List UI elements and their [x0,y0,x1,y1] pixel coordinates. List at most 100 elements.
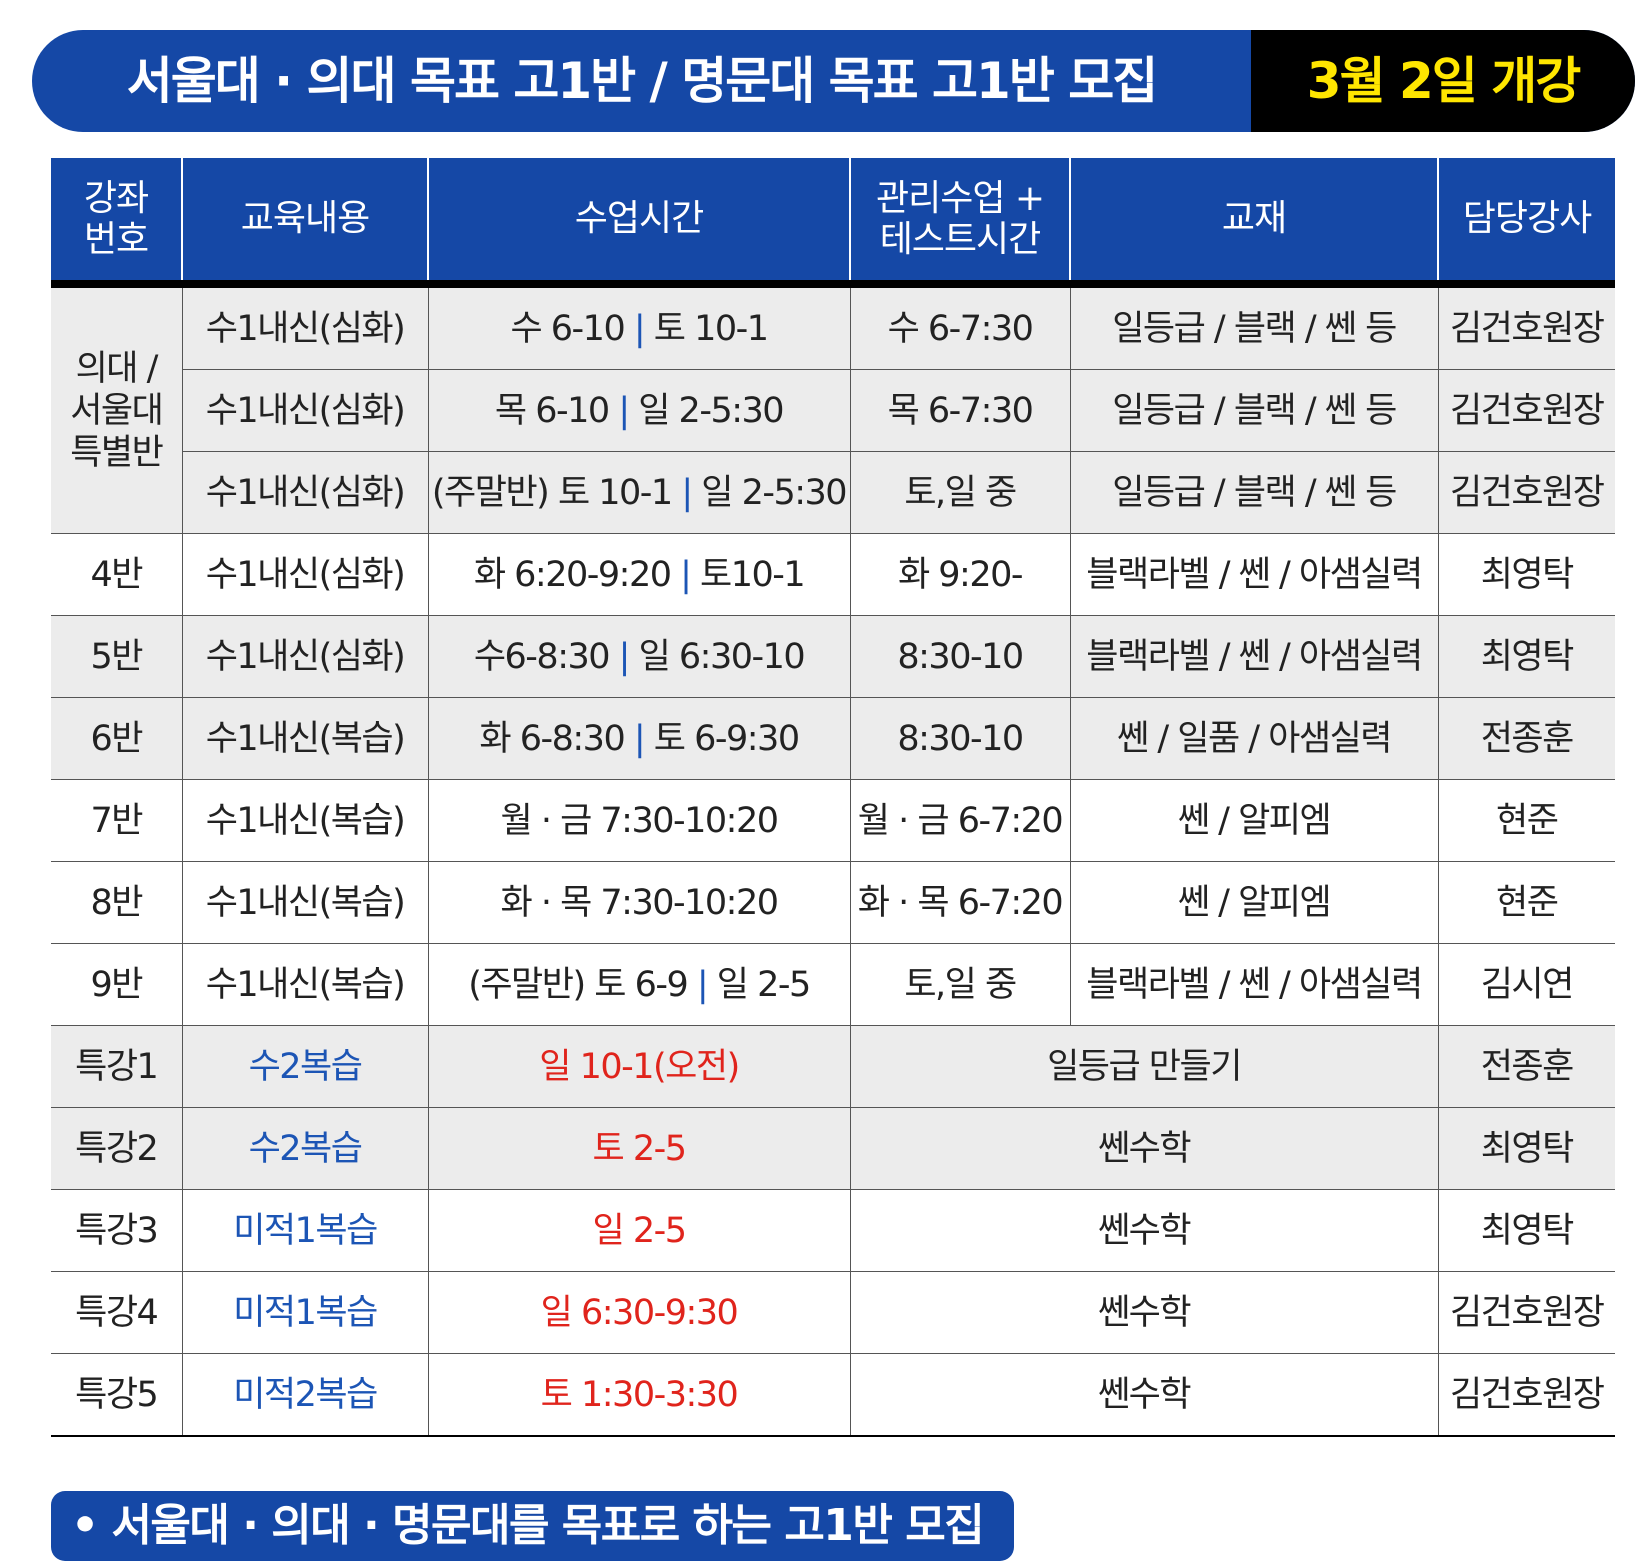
class-number: 7반 [51,779,182,862]
teacher: 김건호원장 [1437,451,1615,534]
teacher: 김건호원장 [1437,1271,1615,1354]
banner: 서울대 · 의대 목표 고1반 / 명문대 목표 고1반 모집 3월 2일 개강 [32,30,1635,132]
class-time: 화 6:20-9:20 | 토10-1 [427,533,850,616]
header-cell: 수업시간 [427,158,850,288]
banner-date: 3월 2일 개강 [1251,30,1635,132]
table-row: 4반 수1내신(심화) 화 6:20-9:20 | 토10-1 화 9:20- 블랙라벨… [51,533,1615,616]
course-content: 수1내신(심화) [181,369,428,452]
course-content: 수1내신(심화) [181,615,428,698]
table-row: 특강3 미적1복습 일 2-5 쎈수학 최영탁 [51,1189,1615,1272]
class-time: 토 1:30-3:30 [427,1353,850,1437]
textbook: 쎈수학 [849,1189,1438,1272]
course-content: 수1내신(심화) [181,533,428,616]
class-time: 수 6-10 | 토 10-1 [427,283,850,370]
teacher: 최영탁 [1437,533,1615,616]
separator: | [681,472,693,513]
header-cell: 교재 [1069,158,1438,288]
table-row: 6반 수1내신(복습) 화 6-8:30 | 토 6-9:30 8:30-10 쎈 / … [51,697,1615,780]
course-content: 미적1복습 [181,1271,428,1354]
class-time: 목 6-10 | 일 2-5:30 [427,369,850,452]
separator: | [633,718,646,759]
separator: | [696,964,709,1005]
textbook: 블랙라벨 / 쎈 / 아샘실력 [1069,943,1438,1026]
textbook: 쎈 / 일품 / 아샘실력 [1069,697,1438,780]
class-number: 9반 [51,943,182,1026]
manage-time: 화 9:20- [849,533,1070,616]
course-content: 미적2복습 [181,1353,428,1437]
table-row: 7반 수1내신(복습) 월 · 금 7:30-10:20 월 · 금 6-7:20 쎈 … [51,779,1615,862]
class-time: (주말반) 토 6-9 | 일 2-5 [427,943,850,1026]
course-content: 수2복습 [181,1107,428,1190]
class-number: 8반 [51,861,182,944]
teacher: 최영탁 [1437,1189,1615,1272]
teacher: 최영탁 [1437,615,1615,698]
schedule-table: 강좌 번호 교육내용 수업시간 관리수업 + 테스트시간 교재 담당강사 의대 / 서울대… [51,158,1615,1437]
teacher: 전종훈 [1437,697,1615,780]
course-content: 수2복습 [181,1025,428,1108]
class-time: 토 2-5 [427,1107,850,1190]
teacher: 최영탁 [1437,1107,1615,1190]
class-number: 특강3 [51,1189,182,1272]
separator: | [618,636,631,677]
class-number: 의대 / 서울대 특별반 [51,283,182,534]
teacher: 현준 [1437,861,1615,944]
teacher: 전종훈 [1437,1025,1615,1108]
class-time: 일 10-1(오전) [427,1025,850,1108]
course-content: 수1내신(심화) [181,451,428,534]
textbook: 블랙라벨 / 쎈 / 아샘실력 [1069,533,1438,616]
manage-time: 수 6-7:30 [849,283,1070,370]
teacher: 김건호원장 [1437,283,1615,370]
separator: | [680,554,692,595]
table-row: 9반 수1내신(복습) (주말반) 토 6-9 | 일 2-5 토,일 중 블랙라벨 /… [51,943,1615,1026]
class-number: 4반 [51,533,182,616]
textbook: 쎈수학 [849,1107,1438,1190]
manage-time: 목 6-7:30 [849,369,1070,452]
banner-title: 서울대 · 의대 목표 고1반 / 명문대 목표 고1반 모집 [126,52,1159,110]
course-content: 수1내신(복습) [181,697,428,780]
textbook: 쎈수학 [849,1353,1438,1437]
header-row: 강좌 번호 교육내용 수업시간 관리수업 + 테스트시간 교재 담당강사 [51,158,1615,288]
class-number: 특강2 [51,1107,182,1190]
header-cell: 강좌 번호 [51,158,182,288]
class-time: (주말반) 토 10-1 | 일 2-5:30 [427,451,850,534]
manage-time: 토,일 중 [849,451,1070,534]
class-time: 화 6-8:30 | 토 6-9:30 [427,697,850,780]
textbook: 일등급 / 블랙 / 쎈 등 [1069,451,1438,534]
table-row: 특강4 미적1복습 일 6:30-9:30 쎈수학 김건호원장 [51,1271,1615,1354]
header-cell: 담당강사 [1437,158,1615,288]
table-row: 특강5 미적2복습 토 1:30-3:30 쎈수학 김건호원장 [51,1353,1615,1437]
teacher: 김건호원장 [1437,369,1615,452]
manage-time: 월 · 금 6-7:20 [849,779,1070,862]
course-content: 수1내신(복습) [181,779,428,862]
table-row: 특강1 수2복습 일 10-1(오전) 일등급 만들기 전종훈 [51,1025,1615,1108]
textbook: 쎈수학 [849,1271,1438,1354]
teacher: 현준 [1437,779,1615,862]
table-row: 5반 수1내신(심화) 수6-8:30 | 일 6:30-10 8:30-10 블랙라벨… [51,615,1615,698]
textbook: 쎈 / 알피엠 [1069,861,1438,944]
class-time: 월 · 금 7:30-10:20 [427,779,850,862]
class-number: 특강5 [51,1353,182,1437]
class-time: 일 2-5 [427,1189,850,1272]
course-content: 수1내신(복습) [181,943,428,1026]
separator: | [618,390,630,431]
textbook: 일등급 만들기 [849,1025,1438,1108]
table-row: 8반 수1내신(복습) 화 · 목 7:30-10:20 화 · 목 6-7:20 쎈 … [51,861,1615,944]
textbook: 일등급 / 블랙 / 쎈 등 [1069,369,1438,452]
table-row: 특강2 수2복습 토 2-5 쎈수학 최영탁 [51,1107,1615,1190]
teacher: 김시연 [1437,943,1615,1026]
separator: | [633,308,646,349]
table-row: 수1내신(심화) 목 6-10 | 일 2-5:30 목 6-7:30 일등급 / 블… [51,369,1615,452]
footer-note: • 서울대 · 의대 · 명문대를 목표로 하는 고1반 모집 [51,1491,1014,1561]
course-content: 수1내신(복습) [181,861,428,944]
table-body: 의대 / 서울대 특별반 수1내신(심화) 수 6-10 | 토 10-1 수 6-7… [51,283,1615,1437]
textbook: 블랙라벨 / 쎈 / 아샘실력 [1069,615,1438,698]
course-content: 수1내신(심화) [181,283,428,370]
course-content: 미적1복습 [181,1189,428,1272]
textbook: 쎈 / 알피엠 [1069,779,1438,862]
class-number: 6반 [51,697,182,780]
class-time: 일 6:30-9:30 [427,1271,850,1354]
header-cell: 교육내용 [181,158,428,288]
manage-time: 토,일 중 [849,943,1070,1026]
class-number: 5반 [51,615,182,698]
class-time: 화 · 목 7:30-10:20 [427,861,850,944]
